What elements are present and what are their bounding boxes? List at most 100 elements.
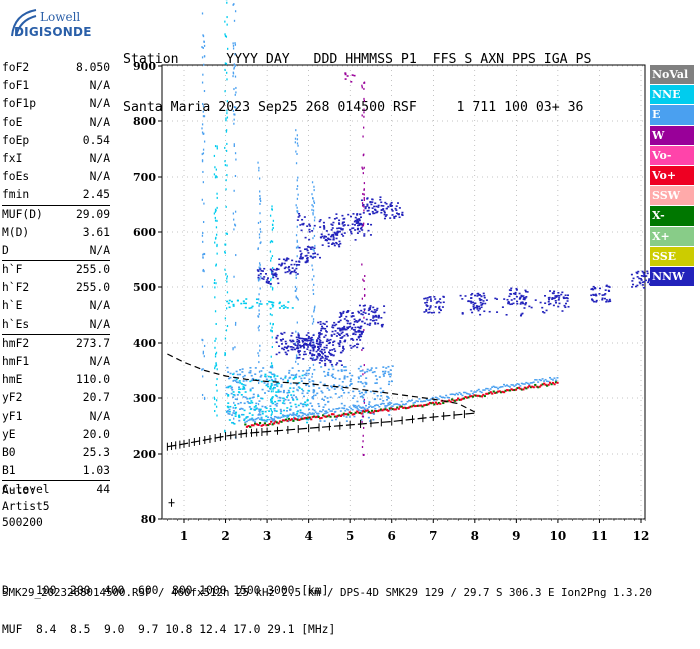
interference-mark [202,56,203,58]
legend-item-sse: SSE [650,247,694,267]
interference-mark [312,197,313,199]
echo-mark [308,239,310,241]
o-trace-mark [309,417,311,419]
echo-mark [284,346,286,348]
interference-mark [233,72,234,74]
echo-mark [244,385,246,387]
interference-mark [313,200,314,202]
echo-mark [288,390,290,392]
echo-mark [635,286,637,288]
echo-mark [558,299,560,301]
echo-mark [356,347,358,349]
echo-mark [283,332,285,334]
interference-mark [202,153,203,155]
interference-mark [270,241,271,243]
echo-mark [290,272,292,274]
echo-mark [227,395,229,397]
echo-mark [352,397,354,399]
interference-mark [235,254,236,256]
interference-mark [204,115,205,117]
interference-mark [214,403,215,405]
echo-mark [292,347,294,349]
echo-mark [319,362,321,364]
echo-mark [313,247,315,249]
legend-item-x-: X- [650,206,694,226]
echo-mark [523,297,525,299]
interference-mark [312,248,313,250]
o-trace-mark [328,409,330,411]
echo-mark [647,273,649,275]
echo-mark [313,385,315,387]
o-trace-mark [401,401,403,403]
echo-mark [647,282,649,284]
echo-mark [283,410,285,412]
interference-mark [259,262,260,264]
o-trace-mark [286,420,288,422]
echo-mark [254,409,256,411]
echo-mark [319,344,321,346]
echo-mark [308,246,310,248]
o-trace-mark [377,405,379,407]
echo-mark [398,213,400,215]
echo-mark [561,292,563,294]
interference-mark [257,315,258,317]
echo-mark [496,298,498,300]
echo-mark [279,302,281,304]
echo-mark [321,392,323,394]
echo-mark [245,380,247,382]
y-tick-label: 700 [133,171,156,184]
echo-mark [354,327,356,329]
echo-mark [332,242,334,244]
echo-mark [292,307,294,309]
echo-mark [384,371,386,373]
echo-mark [343,311,345,313]
echo-mark [308,336,310,338]
echo-mark [307,332,309,334]
echo-mark [278,400,280,402]
echo-mark [361,392,363,394]
echo-mark [291,374,293,376]
interference-mark [297,226,298,228]
o-trace-mark [448,397,450,399]
echo-mark [433,312,435,314]
echo-mark [349,372,351,374]
interference-mark [232,348,233,350]
echo-mark [231,422,233,424]
echo-mark [525,302,527,304]
interference-mark [226,278,227,280]
interference-mark [272,241,273,243]
echo-mark [272,402,274,404]
echo-mark [285,343,287,345]
echo-mark [272,396,274,398]
echo-mark [425,304,427,306]
echo-mark [385,367,387,369]
echo-mark [249,381,251,383]
echo-mark [357,232,359,234]
echo-mark [506,314,508,316]
echo-mark [314,346,316,348]
echo-mark [478,310,480,312]
interference-mark [233,88,234,90]
o-trace-mark [497,388,499,390]
echo-mark [356,343,358,345]
echo-mark [370,319,372,321]
interference-mark [204,397,205,399]
echo-mark [384,218,386,220]
o-trace-mark [414,402,416,404]
echo-mark [332,344,334,346]
echo-mark [331,326,333,328]
echo-mark [329,362,331,364]
interference-mark [225,119,226,121]
echo-mark [334,218,336,220]
echo-mark [333,348,335,350]
echo-mark [347,323,349,325]
echo-mark [286,392,288,394]
echo-mark [303,347,305,349]
echo-mark [373,393,375,395]
o-trace-mark [269,419,271,421]
interference-mark [363,206,364,208]
x-tick-label: 7 [429,529,437,543]
echo-mark [320,321,322,323]
interference-mark [204,355,205,357]
echo-mark [280,378,282,380]
